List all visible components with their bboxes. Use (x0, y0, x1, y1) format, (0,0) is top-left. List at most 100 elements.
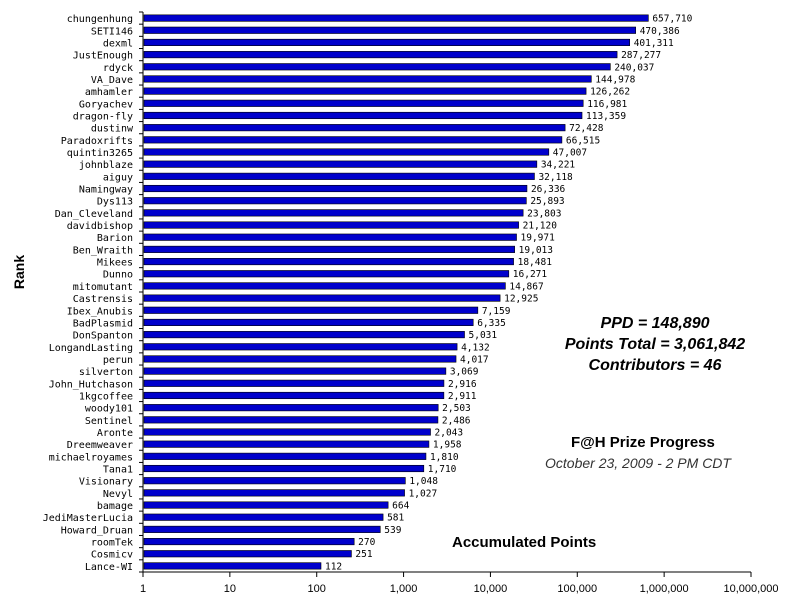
x-tick-label: 1 (140, 583, 146, 595)
value-label: 19,971 (521, 233, 556, 244)
bar (143, 63, 611, 71)
category-label: Dan_Cleveland (55, 209, 133, 220)
bar (143, 136, 563, 144)
category-label: Tana1 (103, 465, 133, 476)
category-label: Howard_Druan (61, 525, 133, 536)
category-label: Ibex_Anubis (67, 306, 133, 317)
value-label: 3,069 (450, 367, 479, 378)
bar (143, 501, 389, 509)
value-label: 1,958 (433, 440, 462, 451)
category-label: Visionary (79, 477, 133, 488)
value-label: 539 (384, 525, 401, 536)
category-label: Dys113 (97, 197, 133, 208)
bar (143, 111, 583, 120)
category-label: Sentinel (85, 416, 133, 427)
ppd-label: PPD = 148,890 (600, 315, 710, 332)
bar (143, 306, 479, 314)
category-label: SETI146 (91, 26, 133, 37)
value-label: 16,271 (513, 269, 548, 280)
category-label: BadPlasmid (73, 318, 133, 329)
prize-progress-title: F@H Prize Progress (571, 434, 715, 451)
x-tick-label: 100,000 (557, 583, 597, 595)
category-label: woody101 (85, 404, 133, 415)
bar (143, 318, 474, 326)
x-tick-label: 100 (308, 583, 326, 595)
value-label: 657,710 (652, 14, 692, 25)
category-label: Namingway (79, 185, 133, 196)
value-label: 19,013 (519, 245, 553, 256)
category-label: silverton (79, 367, 133, 378)
bar (143, 233, 517, 241)
bar (143, 75, 592, 83)
value-label: 251 (355, 549, 372, 560)
value-label: 581 (387, 513, 404, 524)
category-label: Mikees (97, 258, 133, 269)
bar (143, 197, 527, 205)
bar (143, 562, 322, 570)
category-label: JustEnough (73, 51, 133, 62)
value-label: 12,925 (504, 294, 538, 305)
bar (143, 538, 355, 546)
value-label: 47,007 (553, 148, 587, 159)
x-tick-label: 10 (224, 583, 236, 595)
bar (143, 124, 566, 132)
bar (143, 184, 528, 193)
bar (143, 489, 405, 497)
category-label: dragon-fly (73, 111, 133, 122)
bar (143, 14, 649, 22)
value-label: 1,710 (428, 464, 457, 475)
y-axis-title: Rank (11, 255, 27, 289)
category-label: mitomutant (73, 282, 133, 293)
category-label: Ben_Wraith (73, 245, 133, 256)
value-label: 240,037 (614, 62, 654, 73)
value-label: 470,386 (640, 26, 680, 37)
x-tick-label: 1,000 (390, 583, 418, 595)
category-label: bamage (97, 501, 133, 512)
value-label: 32,118 (538, 172, 573, 183)
x-tick-label: 1,000,000 (640, 583, 689, 595)
bar (143, 87, 587, 95)
category-label: quintin3265 (67, 148, 133, 159)
value-label: 26,336 (531, 184, 566, 195)
bar (143, 26, 636, 34)
value-label: 664 (392, 501, 409, 512)
category-label: Lance-WI (85, 562, 133, 573)
category-label: dexml (103, 38, 133, 49)
bar (143, 550, 352, 558)
value-label: 6,335 (477, 318, 506, 329)
category-label: chungenhung (67, 14, 133, 25)
stats-box: PPD = 148,890 Points Total = 3,061,842 C… (545, 313, 765, 376)
category-label: Castrensis (73, 294, 133, 305)
value-label: 2,043 (435, 428, 464, 439)
category-label: Dunno (103, 270, 133, 281)
bar (143, 258, 514, 266)
bar (143, 440, 430, 448)
bar (143, 294, 501, 302)
contributors-label: Contributors = 46 (588, 357, 722, 374)
bar (143, 464, 425, 473)
bar (143, 99, 584, 107)
value-label: 112 (325, 561, 342, 572)
x-tick-label: 10,000 (474, 583, 508, 595)
value-label: 2,486 (442, 415, 471, 426)
category-label: perun (103, 355, 133, 366)
category-label: VA_Dave (91, 75, 133, 86)
category-label: 1kgcoffee (79, 391, 133, 402)
bar (143, 172, 535, 180)
bar (143, 148, 550, 156)
prize-progress-date: October 23, 2009 - 2 PM CDT (545, 455, 731, 471)
value-label: 34,221 (541, 160, 576, 171)
value-label: 21,120 (523, 221, 558, 232)
bar (143, 160, 538, 168)
x-tick-label: 10,000,000 (723, 583, 778, 595)
category-label: roomTek (91, 538, 133, 549)
bar (143, 343, 458, 351)
bar (143, 391, 445, 400)
bar (143, 404, 439, 412)
value-label: 270 (358, 537, 375, 548)
category-label: John_Hutchason (49, 379, 133, 390)
bar (143, 282, 506, 290)
category-label: dustinw (91, 124, 134, 135)
bar (143, 477, 406, 485)
bar (143, 428, 431, 436)
